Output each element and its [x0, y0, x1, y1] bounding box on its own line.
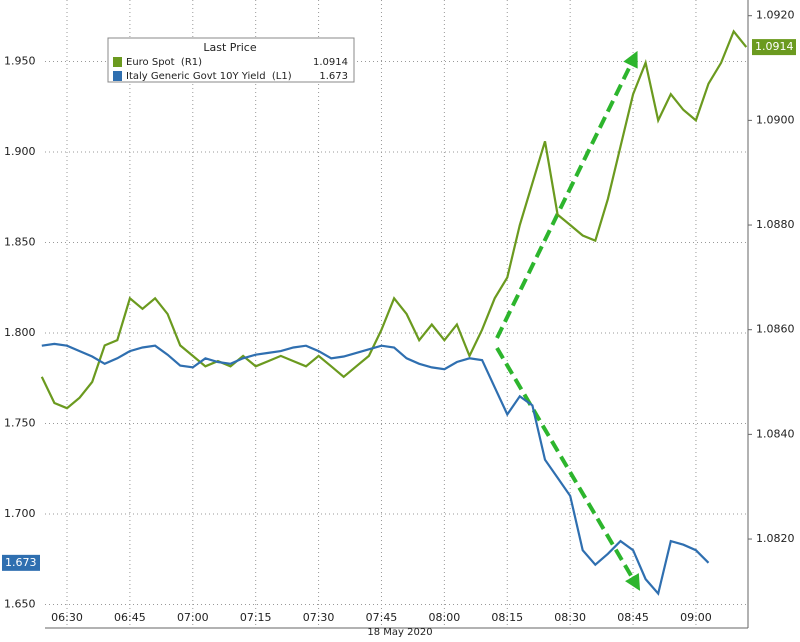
- x-tick-label: 07:30: [303, 611, 335, 624]
- legend-box: [107, 37, 355, 83]
- legend-title: Last Price: [203, 41, 256, 54]
- y2-tick-label: 1.0920: [756, 9, 795, 22]
- up-arrow: [495, 50, 638, 339]
- x-tick-label: 07:15: [240, 611, 272, 624]
- x-tick-label: 08:00: [429, 611, 461, 624]
- last-value-text: 1.0914: [755, 40, 794, 53]
- y2-tick-label: 1.0860: [756, 323, 795, 336]
- last-value-text: 1.673: [5, 556, 37, 569]
- y-tick-label: 1.900: [4, 145, 36, 158]
- last-value-tag: [2, 554, 40, 571]
- x-tick-label: 08:15: [491, 611, 523, 624]
- x-tick-label: 08:45: [617, 611, 649, 624]
- y-tick-label: 1.950: [4, 55, 36, 68]
- y2-tick-label: 1.0820: [756, 532, 795, 545]
- series-line: [41, 342, 710, 596]
- y-tick-label: 1.700: [4, 507, 36, 520]
- y-tick-label: 1.850: [4, 236, 36, 249]
- x-tick-label: 06:45: [114, 611, 146, 624]
- down-arrow: [495, 346, 641, 591]
- series-line: [40, 29, 748, 410]
- legend-label: Italy Generic Govt 10Y Yield (L1): [126, 71, 292, 82]
- legend-value: 1.673: [319, 71, 348, 82]
- legend-swatch: [113, 57, 122, 67]
- x-axis-label: 18 May 2020: [367, 627, 432, 638]
- legend-label: Euro Spot (R1): [126, 57, 202, 68]
- last-value-tag: [752, 39, 796, 56]
- x-tick-label: 08:30: [554, 611, 586, 624]
- x-tick-label: 09:00: [680, 611, 712, 624]
- x-tick-label: 07:00: [177, 611, 209, 624]
- y-tick-label: 1.650: [4, 597, 36, 610]
- y2-tick-label: 1.0900: [756, 113, 795, 126]
- y2-tick-label: 1.0880: [756, 218, 795, 231]
- legend-value: 1.0914: [313, 57, 348, 68]
- y-tick-label: 1.750: [4, 416, 36, 429]
- x-tick-label: 06:30: [51, 611, 83, 624]
- y-tick-label: 1.800: [4, 326, 36, 339]
- x-tick-label: 07:45: [366, 611, 398, 624]
- legend-swatch: [113, 71, 122, 81]
- y2-tick-label: 1.0840: [756, 427, 795, 440]
